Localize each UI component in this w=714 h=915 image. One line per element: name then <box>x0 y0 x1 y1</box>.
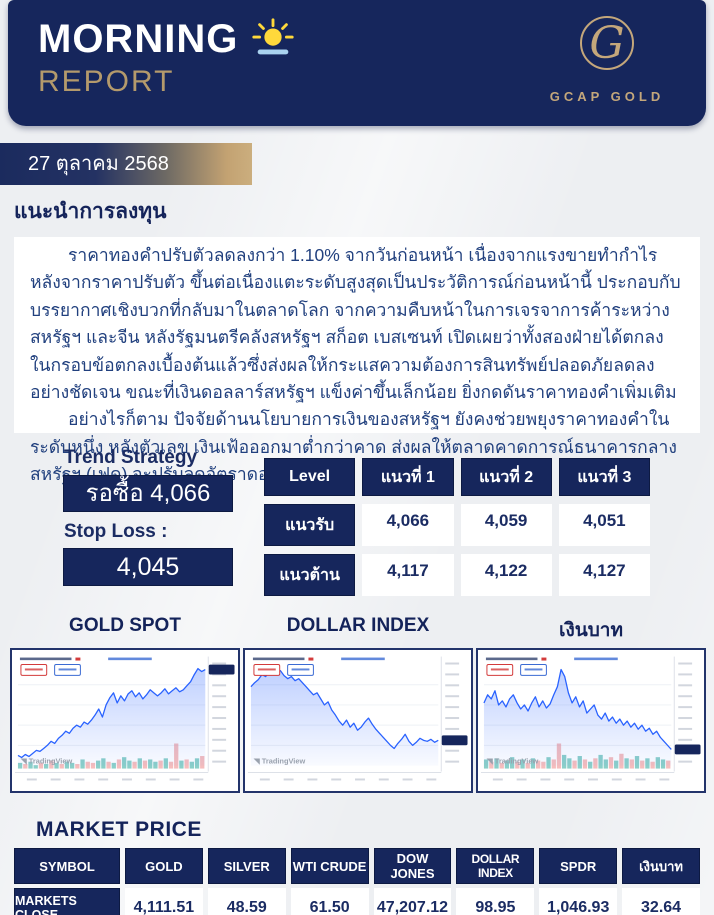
svg-text:G: G <box>589 18 624 69</box>
market-value-spdr: 1,046.93 <box>539 888 618 915</box>
sunrise-icon <box>252 18 294 55</box>
gold-spot-chart: ◥ TradingView <box>10 648 240 793</box>
gcap-gold-logo: G GCAP GOLD <box>542 12 672 104</box>
market-value-baht: 32.64 <box>622 888 700 915</box>
title-morning: MORNING <box>38 16 239 61</box>
thai-baht-chart-block: เงินบาท ◥ TradingView <box>476 615 706 793</box>
market-header-wti: WTI CRUDE <box>290 848 369 884</box>
dollar-index-chart: ◥ TradingView <box>243 648 473 793</box>
resistance-row-label: แนวต้าน <box>264 554 356 596</box>
market-value-wti: 61.50 <box>290 888 369 915</box>
stop-loss-value-box: 4,045 <box>63 548 233 586</box>
date-banner: 27 ตุลาคม 2568 <box>0 143 252 185</box>
svg-text:◥ TradingView: ◥ TradingView <box>486 757 539 766</box>
market-value-silver: 48.59 <box>207 888 286 915</box>
gold-spot-chart-title: GOLD SPOT <box>69 615 181 636</box>
gcap-logo-icon: G <box>580 16 634 70</box>
market-header-baht: เงินบาท <box>622 848 700 884</box>
levels-header-1: แนวที่ 1 <box>362 458 454 496</box>
resistance-value-2: 4,122 <box>460 554 552 596</box>
section-title-advice: แนะนำการลงทุน <box>14 200 167 223</box>
svg-text:◥ TradingView: ◥ TradingView <box>253 757 306 766</box>
market-value-dowjones: 47,207.12 <box>373 888 452 915</box>
advice-paragraph-1: ราคาทองคำปรับตัวลดลงกว่า 1.10% จากวันก่อ… <box>30 245 681 403</box>
brand-text: GCAP GOLD <box>549 89 665 104</box>
support-value-3: 4,051 <box>558 504 650 546</box>
markets-close-label: MARKETS CLOSE <box>14 888 120 915</box>
title-report: REPORT <box>38 65 175 98</box>
stop-loss-label: Stop Loss : <box>64 521 168 542</box>
resistance-value-1: 4,117 <box>362 554 454 596</box>
market-value-dollar-index: 98.95 <box>456 888 535 915</box>
market-header-dowjones: DOW JONES <box>373 848 452 884</box>
market-header-symbol: SYMBOL <box>14 848 120 884</box>
trend-signal-box: รอซื้อ 4,066 <box>63 475 233 512</box>
support-value-1: 4,066 <box>362 504 454 546</box>
levels-header-level: Level <box>264 458 356 496</box>
trend-strategy-title: Trend Strategy <box>64 447 198 468</box>
thai-baht-chart-title: เงินบาท <box>558 620 623 641</box>
svg-text:◥ TradingView: ◥ TradingView <box>20 757 73 766</box>
market-price-table: SYMBOL GOLD SILVER WTI CRUDE DOW JONES D… <box>14 848 700 915</box>
thai-baht-chart: ◥ TradingView <box>476 648 706 793</box>
report-title-block: MORNING REPORT <box>38 16 296 99</box>
levels-header-2: แนวที่ 2 <box>460 458 552 496</box>
dollar-index-chart-title: DOLLAR INDEX <box>286 615 430 636</box>
market-price-title: MARKET PRICE <box>36 818 202 841</box>
market-value-gold: 4,111.51 <box>125 888 203 915</box>
support-value-2: 4,059 <box>460 504 552 546</box>
header-bar: MORNING REPORT G <box>8 0 706 126</box>
gold-spot-chart-block: GOLD SPOT ◥ TradingView <box>10 615 240 793</box>
levels-header-3: แนวที่ 3 <box>558 458 650 496</box>
advice-paragraph-card: ราคาทองคำปรับตัวลดลงกว่า 1.10% จากวันก่อ… <box>14 237 700 484</box>
market-header-spdr: SPDR <box>539 848 618 884</box>
market-header-gold: GOLD <box>125 848 203 884</box>
market-header-silver: SILVER <box>207 848 286 884</box>
support-row-label: แนวรับ <box>264 504 356 546</box>
levels-table: Level แนวที่ 1 แนวที่ 2 แนวที่ 3 แนวรับ … <box>264 458 650 596</box>
dollar-index-chart-block: DOLLAR INDEX ◥ TradingView <box>243 615 473 793</box>
market-header-dollar-index: DOLLAR INDEX <box>456 848 535 884</box>
resistance-value-3: 4,127 <box>558 554 650 596</box>
